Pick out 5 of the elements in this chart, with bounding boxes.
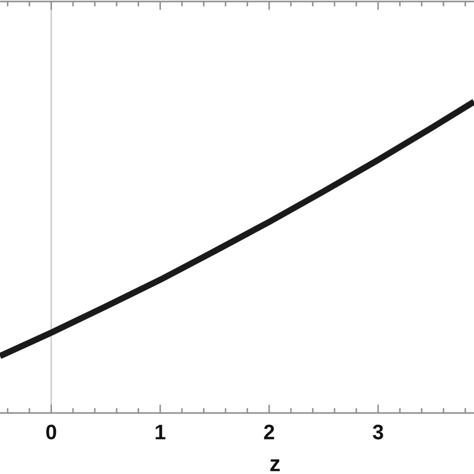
x-axis-title: z bbox=[270, 459, 280, 472]
x-tick-label: 0 bbox=[46, 424, 56, 440]
x-tick-label: 3 bbox=[372, 424, 384, 440]
x-tick-label: 1 bbox=[156, 424, 166, 440]
x-tick-label: 2 bbox=[264, 424, 274, 440]
